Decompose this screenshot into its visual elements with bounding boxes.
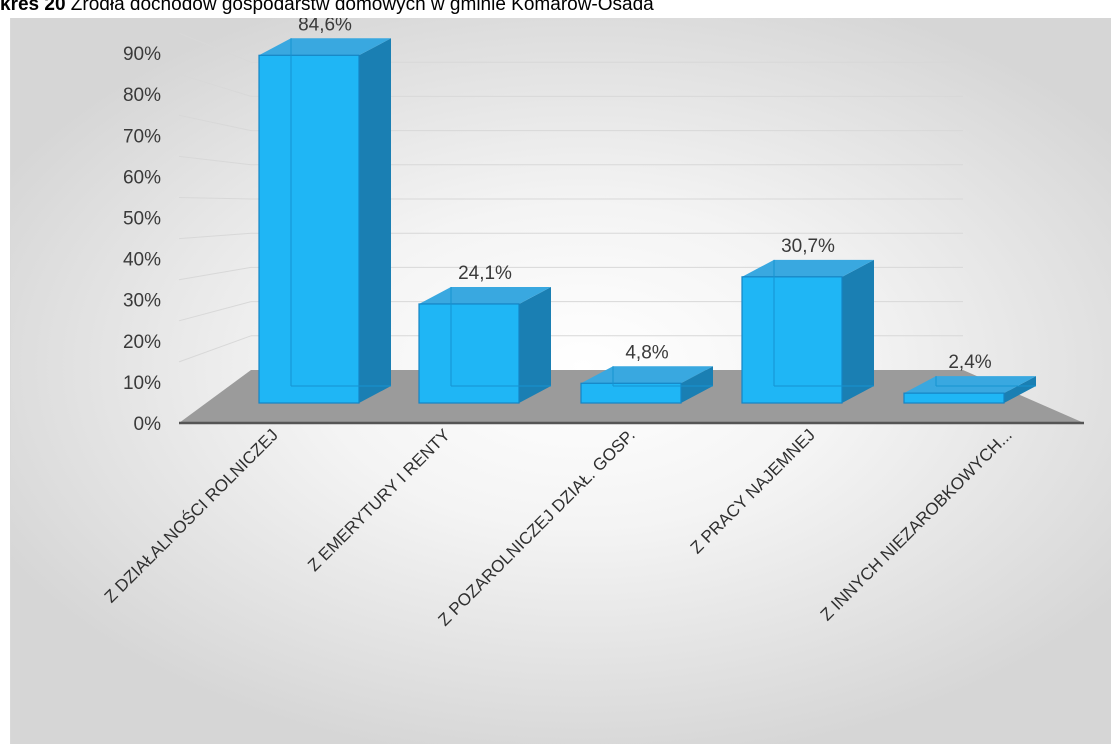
category-label: Z EMERYTURY I RENTY: [304, 425, 454, 575]
caption-prefix: kres 20: [0, 0, 66, 15]
bar-side: [359, 38, 391, 403]
data-labels: 84,6% 24,1% 4,8% 30,7% 2,4%: [298, 18, 992, 373]
data-label: 30,7%: [781, 236, 835, 257]
gridline-diag: [178, 335, 252, 363]
y-tick-label: 80%: [123, 85, 161, 106]
bar-side: [842, 259, 874, 403]
bar-side: [681, 366, 713, 403]
bar: [741, 259, 874, 404]
bar-top: [904, 376, 1036, 394]
gridline-diag: [178, 197, 252, 200]
category-label: Z POZAROLNICZEJ DZIAŁ. GOSP.: [435, 425, 639, 629]
bar: [258, 38, 391, 404]
bars: [258, 38, 1036, 404]
y-tick-label: 0%: [134, 414, 162, 435]
bar: [418, 286, 551, 404]
y-axis-ticks: 0% 10% 20% 30% 40% 50% 60% 70% 80% 90%: [123, 44, 161, 435]
gridline-diag: [178, 155, 252, 166]
gridline-diag: [178, 32, 252, 63]
caption-text: Źródła dochodów gospodarstw domowych w g…: [65, 0, 654, 15]
category-label: Z PRACY NAJEMNEJ: [687, 425, 819, 557]
bar-side: [519, 286, 551, 403]
y-tick-label: 10%: [123, 373, 161, 394]
gridline-diag: [178, 266, 252, 281]
bar-chart: 0% 10% 20% 30% 40% 50% 60% 70% 80% 90% 84,6% 24,1%…: [101, 18, 1084, 630]
category-label: Z DZIAŁALNOŚCI ROLNICZEJ: [101, 425, 282, 606]
y-tick-label: 60%: [123, 167, 161, 188]
bar-front: [741, 276, 843, 404]
gridline-diag: [178, 301, 252, 322]
chart-area: 0% 10% 20% 30% 40% 50% 60% 70% 80% 90% 84,6% 24,1%…: [10, 18, 1111, 744]
x-axis-categories: Z DZIAŁALNOŚCI ROLNICZEJ Z EMERYTURY I RE…: [101, 425, 1016, 629]
gridline-diag: [178, 232, 252, 240]
bar-front: [903, 392, 1005, 404]
bar-front: [580, 382, 682, 404]
bar-top: [419, 286, 551, 304]
y-tick-label: 50%: [123, 209, 161, 230]
gridline-diag: [178, 73, 252, 97]
data-label: 4,8%: [625, 342, 668, 363]
y-tick-label: 20%: [123, 332, 161, 353]
y-tick-label: 70%: [123, 126, 161, 147]
category-label: Z INNYCH NIEZAROBKOWYCH...: [817, 425, 1016, 624]
y-tick-label: 90%: [123, 44, 161, 65]
data-label: 84,6%: [298, 18, 352, 35]
data-label: 2,4%: [948, 352, 991, 373]
y-tick-label: 40%: [123, 250, 161, 271]
bar-front: [418, 303, 520, 404]
bar-top: [581, 366, 713, 384]
bar-side: [1004, 376, 1036, 403]
figure-caption: kres 20 Źródła dochodów gospodarstw domo…: [0, 0, 1113, 18]
data-label: 24,1%: [458, 263, 512, 284]
bar-front: [258, 54, 360, 404]
bar: [903, 376, 1036, 404]
gridline-diag: [178, 114, 252, 132]
y-tick-label: 30%: [123, 291, 161, 312]
bar-top: [259, 38, 391, 56]
bar-top: [742, 259, 874, 277]
bar: [580, 366, 713, 404]
